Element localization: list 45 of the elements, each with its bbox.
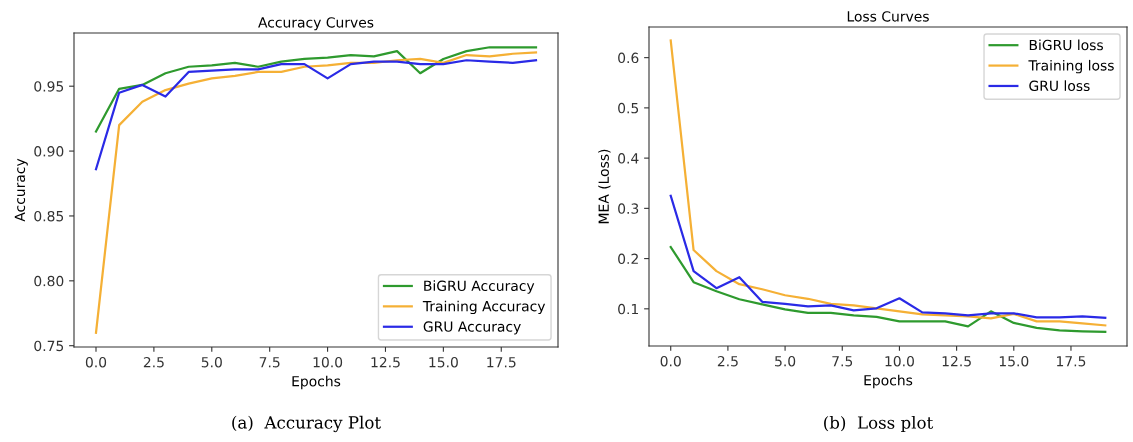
x-tick-label: 17.5 (1057, 356, 1086, 367)
x-tick-label: 2.5 (717, 355, 738, 367)
x-tick-label: 10.0 (313, 356, 343, 368)
line-series (669, 194, 1107, 319)
y-tick-label: 0.1 (618, 303, 638, 315)
x-tick-label: 7.5 (259, 357, 280, 368)
x-tick-label: 2.5 (143, 356, 164, 368)
line-series (669, 245, 1107, 334)
x-tick-label: 5.0 (775, 355, 796, 367)
x-tick-label: 15.0 (999, 355, 1029, 367)
legend-label: GRU loss (1029, 80, 1090, 92)
line-series (94, 59, 538, 171)
chart-title: Accuracy Curves (258, 17, 374, 31)
y-tick-label: 0.80 (34, 275, 64, 287)
legend-label: BiGRU loss (1029, 39, 1103, 51)
y-tick-label: 0.90 (34, 146, 64, 157)
y-tick-label: 0.95 (34, 81, 64, 92)
x-tick-label: 10.0 (885, 355, 914, 367)
y-tick-label: 0.5 (618, 102, 639, 114)
legend-label: Training loss (1028, 59, 1114, 74)
x-tick-label: 12.5 (942, 355, 971, 367)
y-tick-label: 0.3 (618, 203, 639, 214)
x-tick-label: 0.0 (660, 355, 681, 367)
y-axis-title: MEA (Loss) (598, 149, 611, 224)
text: (b) Loss plot (824, 415, 934, 433)
y-axis-title: Accuracy (14, 158, 28, 222)
x-tick-label: 15.0 (429, 356, 458, 368)
legend-label: BiGRU Accuracy (424, 280, 535, 294)
chart-title: Loss Curves (847, 11, 929, 22)
x-tick-label: 17.5 (487, 357, 516, 368)
x-axis-title: Epochs (864, 374, 913, 389)
y-tick-label: 0.75 (34, 340, 64, 352)
legend-label: GRU Accuracy (423, 321, 521, 335)
x-axis-title: Epochs (292, 375, 341, 390)
y-tick-label: 0.2 (618, 253, 638, 265)
y-tick-label: 0.4 (618, 153, 639, 164)
x-tick-label: 5.0 (201, 356, 222, 368)
y-tick-label: 0.85 (34, 210, 64, 222)
line-series (94, 46, 538, 133)
text: (a) Accuracy Plot (232, 415, 381, 433)
x-tick-label: 7.5 (832, 356, 853, 367)
legend-label: Training Accuracy (422, 300, 546, 315)
x-tick-label: 12.5 (371, 356, 400, 368)
y-tick-label: 0.6 (618, 52, 639, 64)
x-tick-label: 0.0 (85, 356, 107, 368)
